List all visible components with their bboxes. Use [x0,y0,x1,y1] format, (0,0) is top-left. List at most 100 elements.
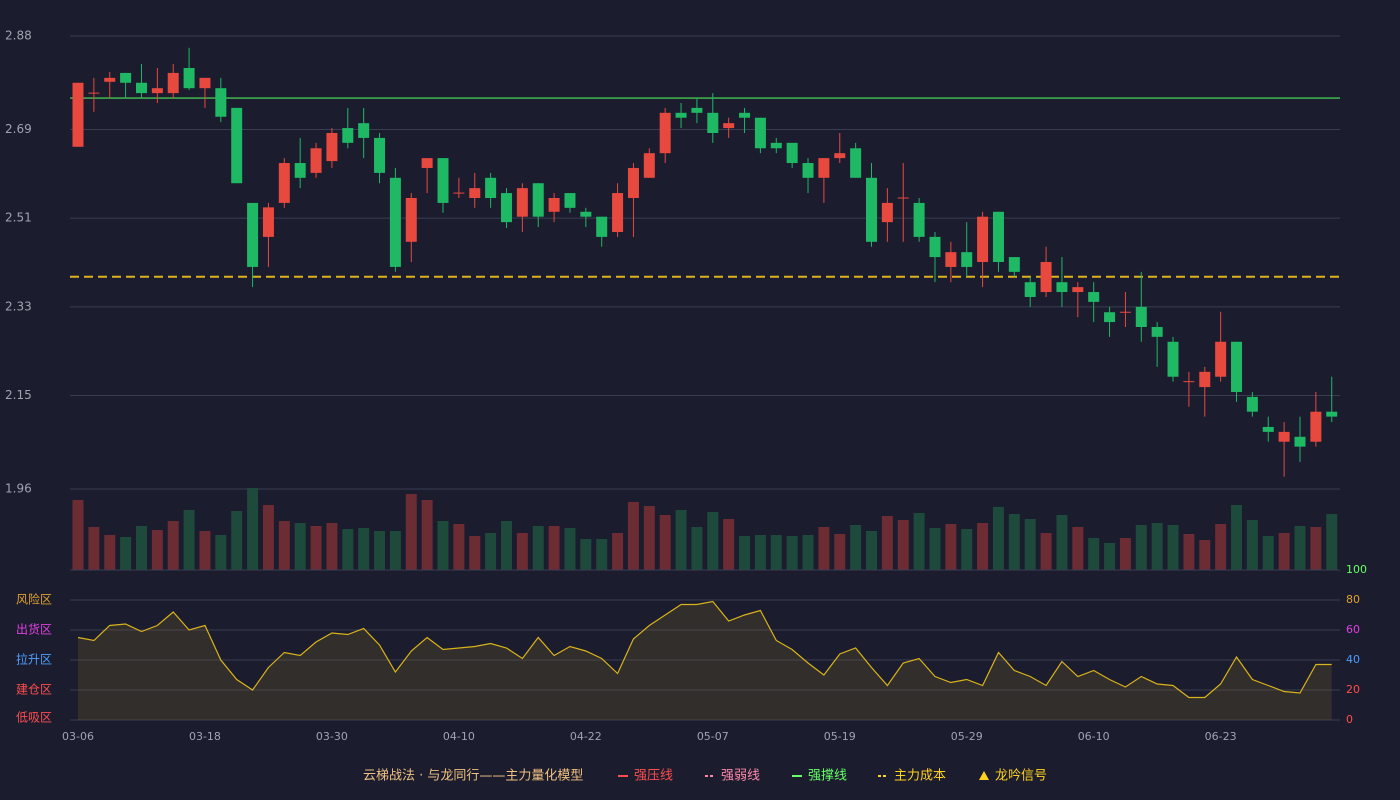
volume-bar [929,528,941,570]
volume-bar [500,521,512,570]
candle-body [1104,312,1116,323]
volume-bar [1024,519,1036,570]
x-tick-label: 05-07 [697,730,729,743]
candle-body [1215,341,1227,377]
indicator-line [77,600,1332,699]
candle-body [754,117,766,149]
volume-bar [961,529,973,570]
volume-bar [1246,520,1258,570]
candle-body [374,137,386,173]
volume-bar [1104,543,1116,570]
candle-body [167,72,179,94]
volume-bar [675,510,687,570]
candle-body [183,68,195,89]
volume-bar [691,527,703,570]
candle-body [1024,282,1036,297]
y2-tick-label: 80 [1346,593,1360,606]
candle-body [1056,282,1068,293]
candle-body [707,112,719,134]
volume-bar [437,521,449,570]
candle-body [1326,411,1338,417]
candle-body [88,92,100,94]
candle-body [580,211,592,217]
candle-body [659,112,671,154]
volume-bar [278,521,290,570]
y-tick-label: 2.33 [5,299,32,313]
candle-body [548,197,560,212]
candle-body [437,158,449,203]
volume-bar [88,527,100,570]
volume-bar [913,513,925,570]
volume-bar [342,529,354,570]
candle-body [596,216,608,237]
x-tick-label: 05-19 [824,730,856,743]
zone-label: 建仓区 [16,683,52,697]
candle-body [516,188,528,217]
volume-bar [977,523,989,570]
volume-bar [786,536,798,570]
legend-label: 主力成本 [894,769,946,784]
candle-body [1199,371,1211,388]
legend-marker [979,771,989,780]
volume-bar [707,512,719,570]
volume-bar [485,533,497,570]
x-tick-label: 06-23 [1205,730,1237,743]
y2-tick-label: 40 [1346,653,1360,666]
candle-body [992,211,1004,263]
candle-body [929,236,941,258]
candle-body [421,158,433,168]
volume-bar [1262,536,1274,570]
volume-bar [850,525,862,570]
volume-bar [135,526,147,570]
candle-body [723,123,735,129]
volume-bar [1119,538,1131,570]
candle-body [532,183,544,217]
volume-bar [1294,526,1306,570]
volume-bar [1056,515,1068,570]
zone-label: 出货区 [16,622,52,637]
legend-label: 强压线 [634,769,673,784]
volume-bar [1310,527,1322,570]
volume-bar [1278,533,1290,570]
y-tick-label: 1.96 [5,482,32,496]
candle-body [1231,341,1243,392]
volume-bar [1008,514,1020,570]
candle-body [215,88,227,117]
candle-body [802,163,814,178]
volume-bar [802,535,814,570]
volume-bar [516,533,528,570]
candle-body [1008,257,1020,272]
candle-body [278,163,290,203]
candle-body [627,167,639,198]
candle-body [342,128,354,143]
candle-body [1072,287,1084,293]
volume-bar [627,502,639,570]
candle-body [1151,327,1163,337]
volume-bar [104,535,116,570]
candle-body [294,163,306,178]
candle-body [612,193,624,232]
volume-bar [881,516,893,570]
volume-bar [151,530,163,570]
candle-body [770,142,782,149]
legend-label: 强撑线 [808,769,847,784]
zone-label: 低吸区 [16,711,52,725]
volume-bar [421,500,433,570]
candle-body [1040,262,1052,293]
candle-body [945,252,957,267]
candle-body [564,193,576,208]
volume-bar [405,494,417,570]
volume-bar [754,535,766,570]
candle-body [643,153,655,178]
y-tick-label: 2.51 [5,211,32,225]
candle-body [1135,306,1147,328]
candle-body [72,82,84,147]
x-tick-label: 04-22 [570,730,602,743]
candle-body [1310,411,1322,442]
volume-bar [532,526,544,570]
candle-body [389,177,401,267]
volume-bar [374,531,386,570]
volume-bar [1088,538,1100,570]
candle-body [881,202,893,223]
